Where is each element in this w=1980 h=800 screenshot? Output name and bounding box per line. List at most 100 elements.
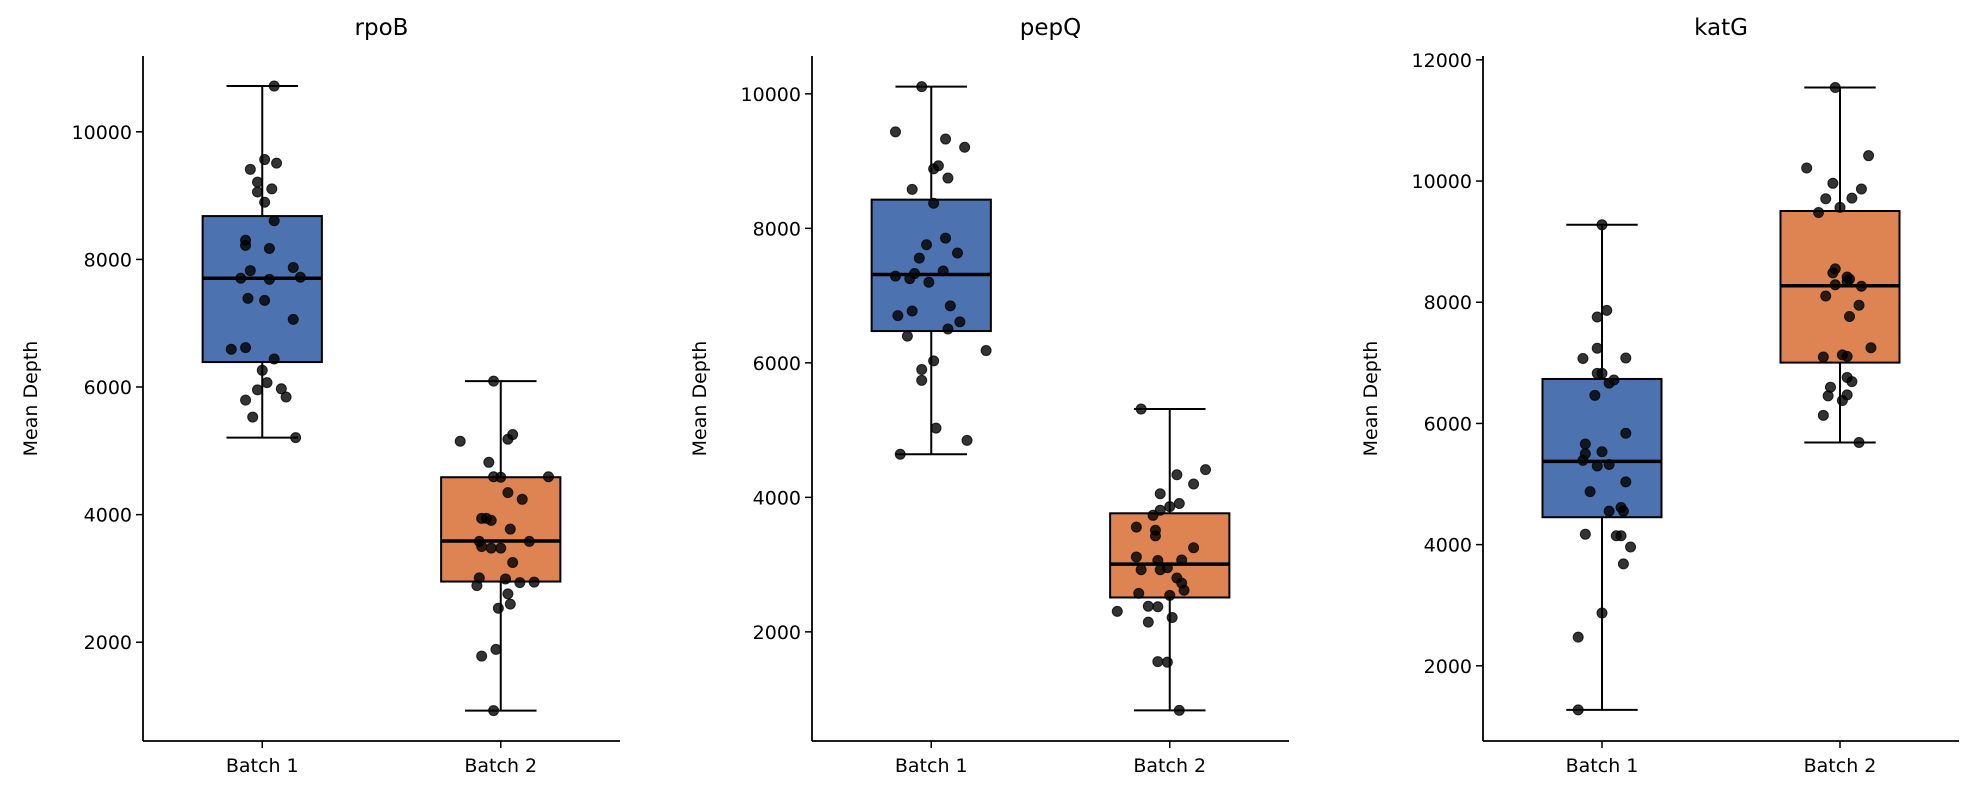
x-tick-label: Batch 2 [464,755,537,777]
data-point [1135,564,1147,576]
data-point [1572,631,1584,643]
data-point [1591,460,1603,472]
data-point [1603,377,1615,389]
data-point [940,133,952,145]
data-point [1152,656,1164,668]
data-point [1584,486,1596,498]
data-point [1601,304,1613,316]
data-point [1152,601,1164,613]
data-point [1130,521,1142,533]
data-point [268,215,280,227]
data-point [490,643,502,655]
y-tick-label: 2000 [84,632,132,654]
data-point [1130,551,1142,563]
data-point [514,577,526,589]
data-point [1142,616,1154,628]
points-batch-1 [1572,219,1637,716]
data-point [1579,438,1591,450]
data-point [894,448,906,460]
y-axis-label: Mean Depth [1360,341,1382,457]
data-point [1161,656,1173,668]
data-point [259,154,271,166]
data-point [251,384,263,396]
data-point [928,355,940,367]
data-point [1147,509,1159,521]
data-point [240,394,252,406]
data-point [507,557,519,569]
data-point [1844,310,1856,322]
data-point [280,391,292,403]
box-batch-1 [201,85,323,439]
y-tick-label: 4000 [84,505,132,527]
data-point [500,573,512,585]
data-point [916,364,928,376]
data-point [1596,367,1608,379]
data-point [235,272,247,284]
data-point [942,323,954,335]
data-point [266,183,278,195]
data-point [889,126,901,138]
data-point [1853,299,1865,311]
data-point [516,493,528,505]
data-point [1591,311,1603,323]
data-point [1161,562,1173,574]
y-tick-label: 10000 [741,84,801,106]
data-point [1617,505,1629,517]
data-point [1173,498,1185,510]
data-point [1820,290,1832,302]
data-point [932,160,944,172]
y-tick-label: 6000 [753,353,801,375]
y-tick-label: 8000 [84,249,132,271]
x-tick-label: Batch 1 [1566,755,1639,777]
data-point [942,172,954,184]
data-point [1166,612,1178,624]
data-point [1164,589,1176,601]
data-point [542,471,554,483]
data-point [1615,530,1627,542]
data-point [1173,704,1185,716]
data-point [940,232,952,244]
data-point [495,471,507,483]
subplot-rpoB: rpoB Mean Depth 2000 4000 6000 8000 10000 Batch… [20,15,620,777]
data-point [240,342,252,354]
y-tick-label: 12000 [1412,50,1472,72]
data-point [471,580,483,592]
data-point [1200,464,1212,476]
data-point [261,377,273,389]
data-point [961,434,973,446]
data-point [1577,454,1589,466]
data-point [951,247,963,259]
data-point [1829,279,1841,291]
data-point [268,353,280,365]
data-point [1841,350,1853,362]
box-iqr [1109,512,1231,599]
data-point [256,364,268,376]
data-point [954,316,966,328]
data-point [287,313,299,325]
data-point [485,542,497,554]
data-point [909,268,921,280]
data-point [1154,488,1166,500]
data-point [1625,541,1637,553]
y-tick-label: 6000 [84,377,132,399]
box-iqr [440,476,562,583]
data-point [1836,394,1848,406]
data-point [259,196,271,208]
x-tick-label: Batch 1 [895,755,968,777]
y-tick-label: 4000 [753,487,801,509]
y-tick-label: 8000 [1424,292,1472,314]
data-point [225,343,237,355]
data-point [1841,276,1853,288]
data-point [1822,390,1834,402]
data-point [1801,162,1813,174]
data-point [1855,280,1867,292]
data-point [1863,150,1875,162]
points-batch-1 [889,81,992,460]
data-point [1817,351,1829,363]
data-point [523,535,535,547]
data-point [913,252,925,264]
subplot-pepQ: pepQ Mean Depth 2000 4000 6000 8000 10000 Batch… [689,15,1289,777]
y-tick-label: 2000 [753,622,801,644]
y-axis-label: Mean Depth [689,341,711,457]
data-point [495,542,507,554]
